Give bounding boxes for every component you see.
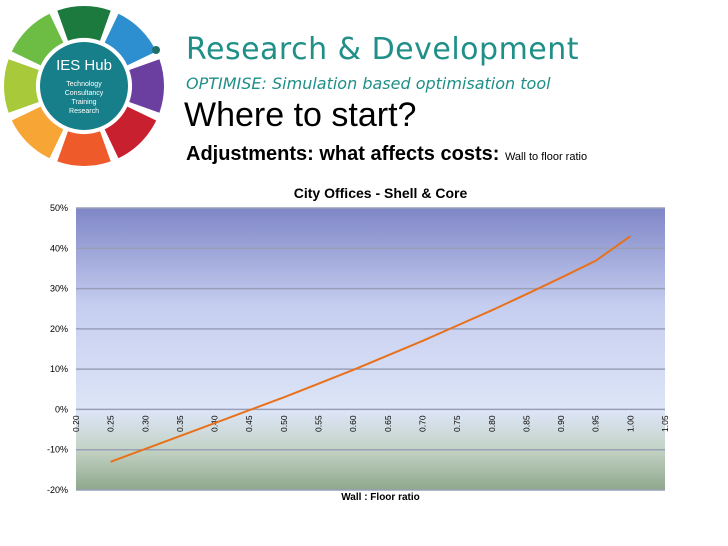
x-tick-label: 1.05 bbox=[660, 415, 670, 432]
ies-hub-logo-graphic: IES Hub Technology Consultancy Training … bbox=[3, 5, 164, 166]
page-subtitle: OPTIMISE: Simulation based optimisation … bbox=[186, 74, 551, 93]
x-tick-label: 0.60 bbox=[348, 415, 358, 432]
x-tick-label: 0.35 bbox=[175, 415, 185, 432]
logo-segment bbox=[57, 131, 111, 166]
series-line bbox=[110, 235, 631, 463]
x-tick-label: 0.95 bbox=[591, 415, 601, 432]
y-tick-label: 20% bbox=[50, 324, 68, 334]
x-tick-label: 0.85 bbox=[521, 415, 531, 432]
x-tick-label: 0.45 bbox=[244, 415, 254, 432]
x-tick-label: 0.30 bbox=[140, 415, 150, 432]
x-tick-label: 0.50 bbox=[279, 415, 289, 432]
logo-segment bbox=[129, 59, 164, 113]
logo-segment bbox=[104, 13, 157, 66]
chart-title: City Offices - Shell & Core bbox=[294, 185, 468, 201]
slide-heading: Where to start? bbox=[184, 96, 417, 134]
y-tick-label: -20% bbox=[47, 485, 68, 495]
logo-center bbox=[40, 42, 128, 130]
x-tick-label: 0.55 bbox=[314, 415, 324, 432]
x-tick-label: 0.20 bbox=[71, 415, 81, 432]
line-chart: -20% -10% 0% 10% 20% 30% 40% 50% 0.20 0.25 0.30 0.… bbox=[0, 176, 728, 536]
y-tick-label: 30% bbox=[50, 284, 68, 294]
logo-segment bbox=[104, 106, 157, 159]
logo-segment bbox=[11, 13, 64, 66]
x-tick-label: 0.75 bbox=[452, 415, 462, 432]
x-axis-label: Wall : Floor ratio bbox=[341, 492, 420, 503]
x-tick-label: 0.70 bbox=[417, 415, 427, 432]
y-tick-label: 50% bbox=[50, 203, 68, 213]
x-tick-label: 0.65 bbox=[383, 415, 393, 432]
adjustments-heading: Adjustments: what affects costs: Wall to… bbox=[186, 143, 587, 166]
logo-segment bbox=[11, 106, 64, 159]
page-title: Research & Development bbox=[186, 32, 580, 67]
logo-line-technology: Technology bbox=[66, 81, 102, 88]
y-tick-label: -10% bbox=[47, 445, 68, 455]
logo-segment bbox=[57, 5, 111, 41]
adjustments-label: Adjustments: what affects costs: bbox=[186, 143, 500, 165]
logo-line-research: Research bbox=[69, 108, 99, 115]
logo-line-training: Training bbox=[71, 99, 96, 106]
adjustments-topic: Wall to floor ratio bbox=[504, 151, 588, 163]
logo-dot bbox=[152, 46, 160, 54]
logo-segment bbox=[3, 59, 39, 113]
x-tick-label: 1.00 bbox=[625, 415, 635, 432]
x-tick-label: 0.80 bbox=[487, 415, 497, 432]
x-tick-label: 0.90 bbox=[556, 415, 566, 432]
logo-line-consultancy: Consultancy bbox=[65, 90, 104, 97]
plot-area bbox=[76, 208, 665, 490]
y-tick-label: 40% bbox=[50, 243, 68, 253]
x-tick-label: 0.25 bbox=[106, 415, 116, 432]
y-tick-label: 10% bbox=[50, 364, 68, 374]
chart-svg: -20% -10% 0% 10% 20% 30% 40% 50% 0.20 0.25 0.30 0.… bbox=[47, 185, 670, 503]
ies-hub-logo: IES Hub Technology Consultancy Training … bbox=[0, 0, 175, 175]
y-tick-label: 0% bbox=[55, 404, 68, 414]
logo-name: IES Hub bbox=[56, 57, 112, 74]
